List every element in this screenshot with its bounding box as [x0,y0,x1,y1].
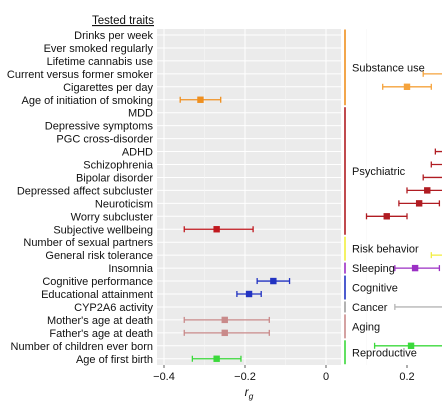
trait-label: Schizophrenia [83,160,154,172]
trait-label: Father's age at death [49,328,153,340]
plot-background [157,29,341,365]
trait-label: Number of children ever born [11,341,153,353]
trait-label: Lifetime cannabis use [47,56,153,68]
trait-label: Age of first birth [76,354,153,366]
trait-label: Cigarettes per day [63,82,153,94]
x-tick-label: 0 [323,371,329,383]
data-point [411,264,419,272]
group-label: Psychiatric [352,166,406,178]
group-label: Sleeping [352,263,395,275]
group-label: Aging [352,321,380,333]
trait-label: Mother's age at death [47,315,153,327]
data-point [424,187,431,194]
x-axis-title-subscript: g [249,391,254,401]
trait-label: Age of initiation of smoking [22,95,153,107]
trait-label: Current versus former smoker [7,69,153,81]
trait-label: Number of sexual partners [23,237,153,249]
data-point [407,342,415,349]
data-point [270,277,277,285]
trait-label: Drinks per week [74,30,153,42]
data-points [197,83,431,362]
trait-label: Cognitive performance [42,276,153,288]
trait-label: Neuroticism [95,198,153,210]
x-axis-title-main: r [245,385,250,399]
group-label: Reproductive [352,347,417,359]
trait-label: Insomnia [108,263,154,275]
x-axis-title: rg [245,385,254,401]
group-label: Cancer [352,302,388,314]
x-tick-label: 0.2 [399,371,414,383]
trait-label: Subjective wellbeing [53,224,153,236]
trait-label: Ever smoked regularly [44,43,154,55]
x-axis: −0.4−0.200.20.40.60.8 [153,365,415,383]
trait-label: Bipolar disorder [76,172,153,184]
x-tick-label: −0.4 [153,371,175,383]
data-point [245,290,253,298]
trait-label: Depressed affect subcluster [17,185,153,197]
trait-label: ADHD [122,147,153,159]
trait-label: General risk tolerance [45,250,153,262]
trait-label: CYP2A6 activity [74,302,153,314]
trait-label: Worry subcluster [71,211,154,223]
data-point [221,329,228,337]
group-brackets: Substance use Psychiatric Risk behavior Sle… [344,29,425,365]
data-point [213,355,220,362]
group-label: Substance use [352,62,425,74]
data-point [197,96,204,103]
trait-label: Educational attainment [41,289,153,301]
data-point [221,316,228,324]
data-point [383,213,390,220]
data-point [213,226,220,233]
data-point [415,200,423,207]
trait-label: PGC cross-disorder [56,134,153,146]
data-point [403,83,411,90]
trait-label: Depressive symptoms [45,121,154,133]
group-label: Risk behavior [352,244,419,256]
group-label: Cognitive [352,283,398,295]
x-tick-label: −0.2 [234,371,256,383]
column-header: Tested traits [92,15,154,27]
trait-label: MDD [128,108,153,120]
